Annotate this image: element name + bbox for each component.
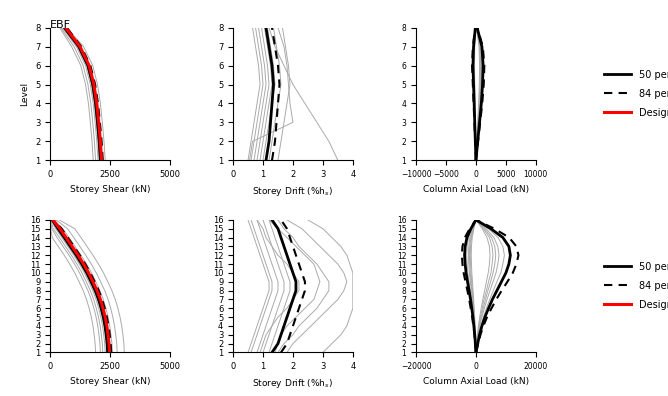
X-axis label: Storey Drift (%h$_s$): Storey Drift (%h$_s$) — [253, 377, 333, 390]
X-axis label: Storey Drift (%h$_s$): Storey Drift (%h$_s$) — [253, 185, 333, 198]
X-axis label: Column Axial Load (kN): Column Axial Load (kN) — [423, 185, 529, 194]
Legend: 50 percentile, 84 percentile, Design: 50 percentile, 84 percentile, Design — [604, 70, 668, 118]
Y-axis label: Level: Level — [21, 82, 29, 106]
Text: EBF: EBF — [50, 20, 71, 30]
X-axis label: Storey Shear (kN): Storey Shear (kN) — [69, 377, 150, 386]
Legend: 50 percentile, 84 percentile, Design: 50 percentile, 84 percentile, Design — [604, 262, 668, 310]
X-axis label: Column Axial Load (kN): Column Axial Load (kN) — [423, 377, 529, 386]
X-axis label: Storey Shear (kN): Storey Shear (kN) — [69, 185, 150, 194]
